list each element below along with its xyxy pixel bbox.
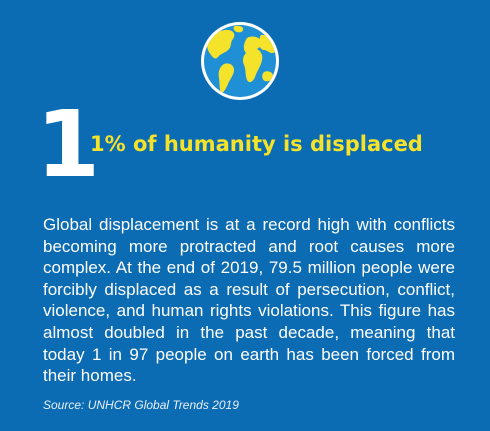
globe-icon <box>199 20 281 102</box>
stat-headline: 1% of humanity is displaced <box>90 131 423 157</box>
stat-number: 1 <box>36 95 98 195</box>
source-citation: Source: UNHCR Global Trends 2019 <box>43 398 239 412</box>
body-paragraph: Global displacement is at a record high … <box>43 214 455 387</box>
